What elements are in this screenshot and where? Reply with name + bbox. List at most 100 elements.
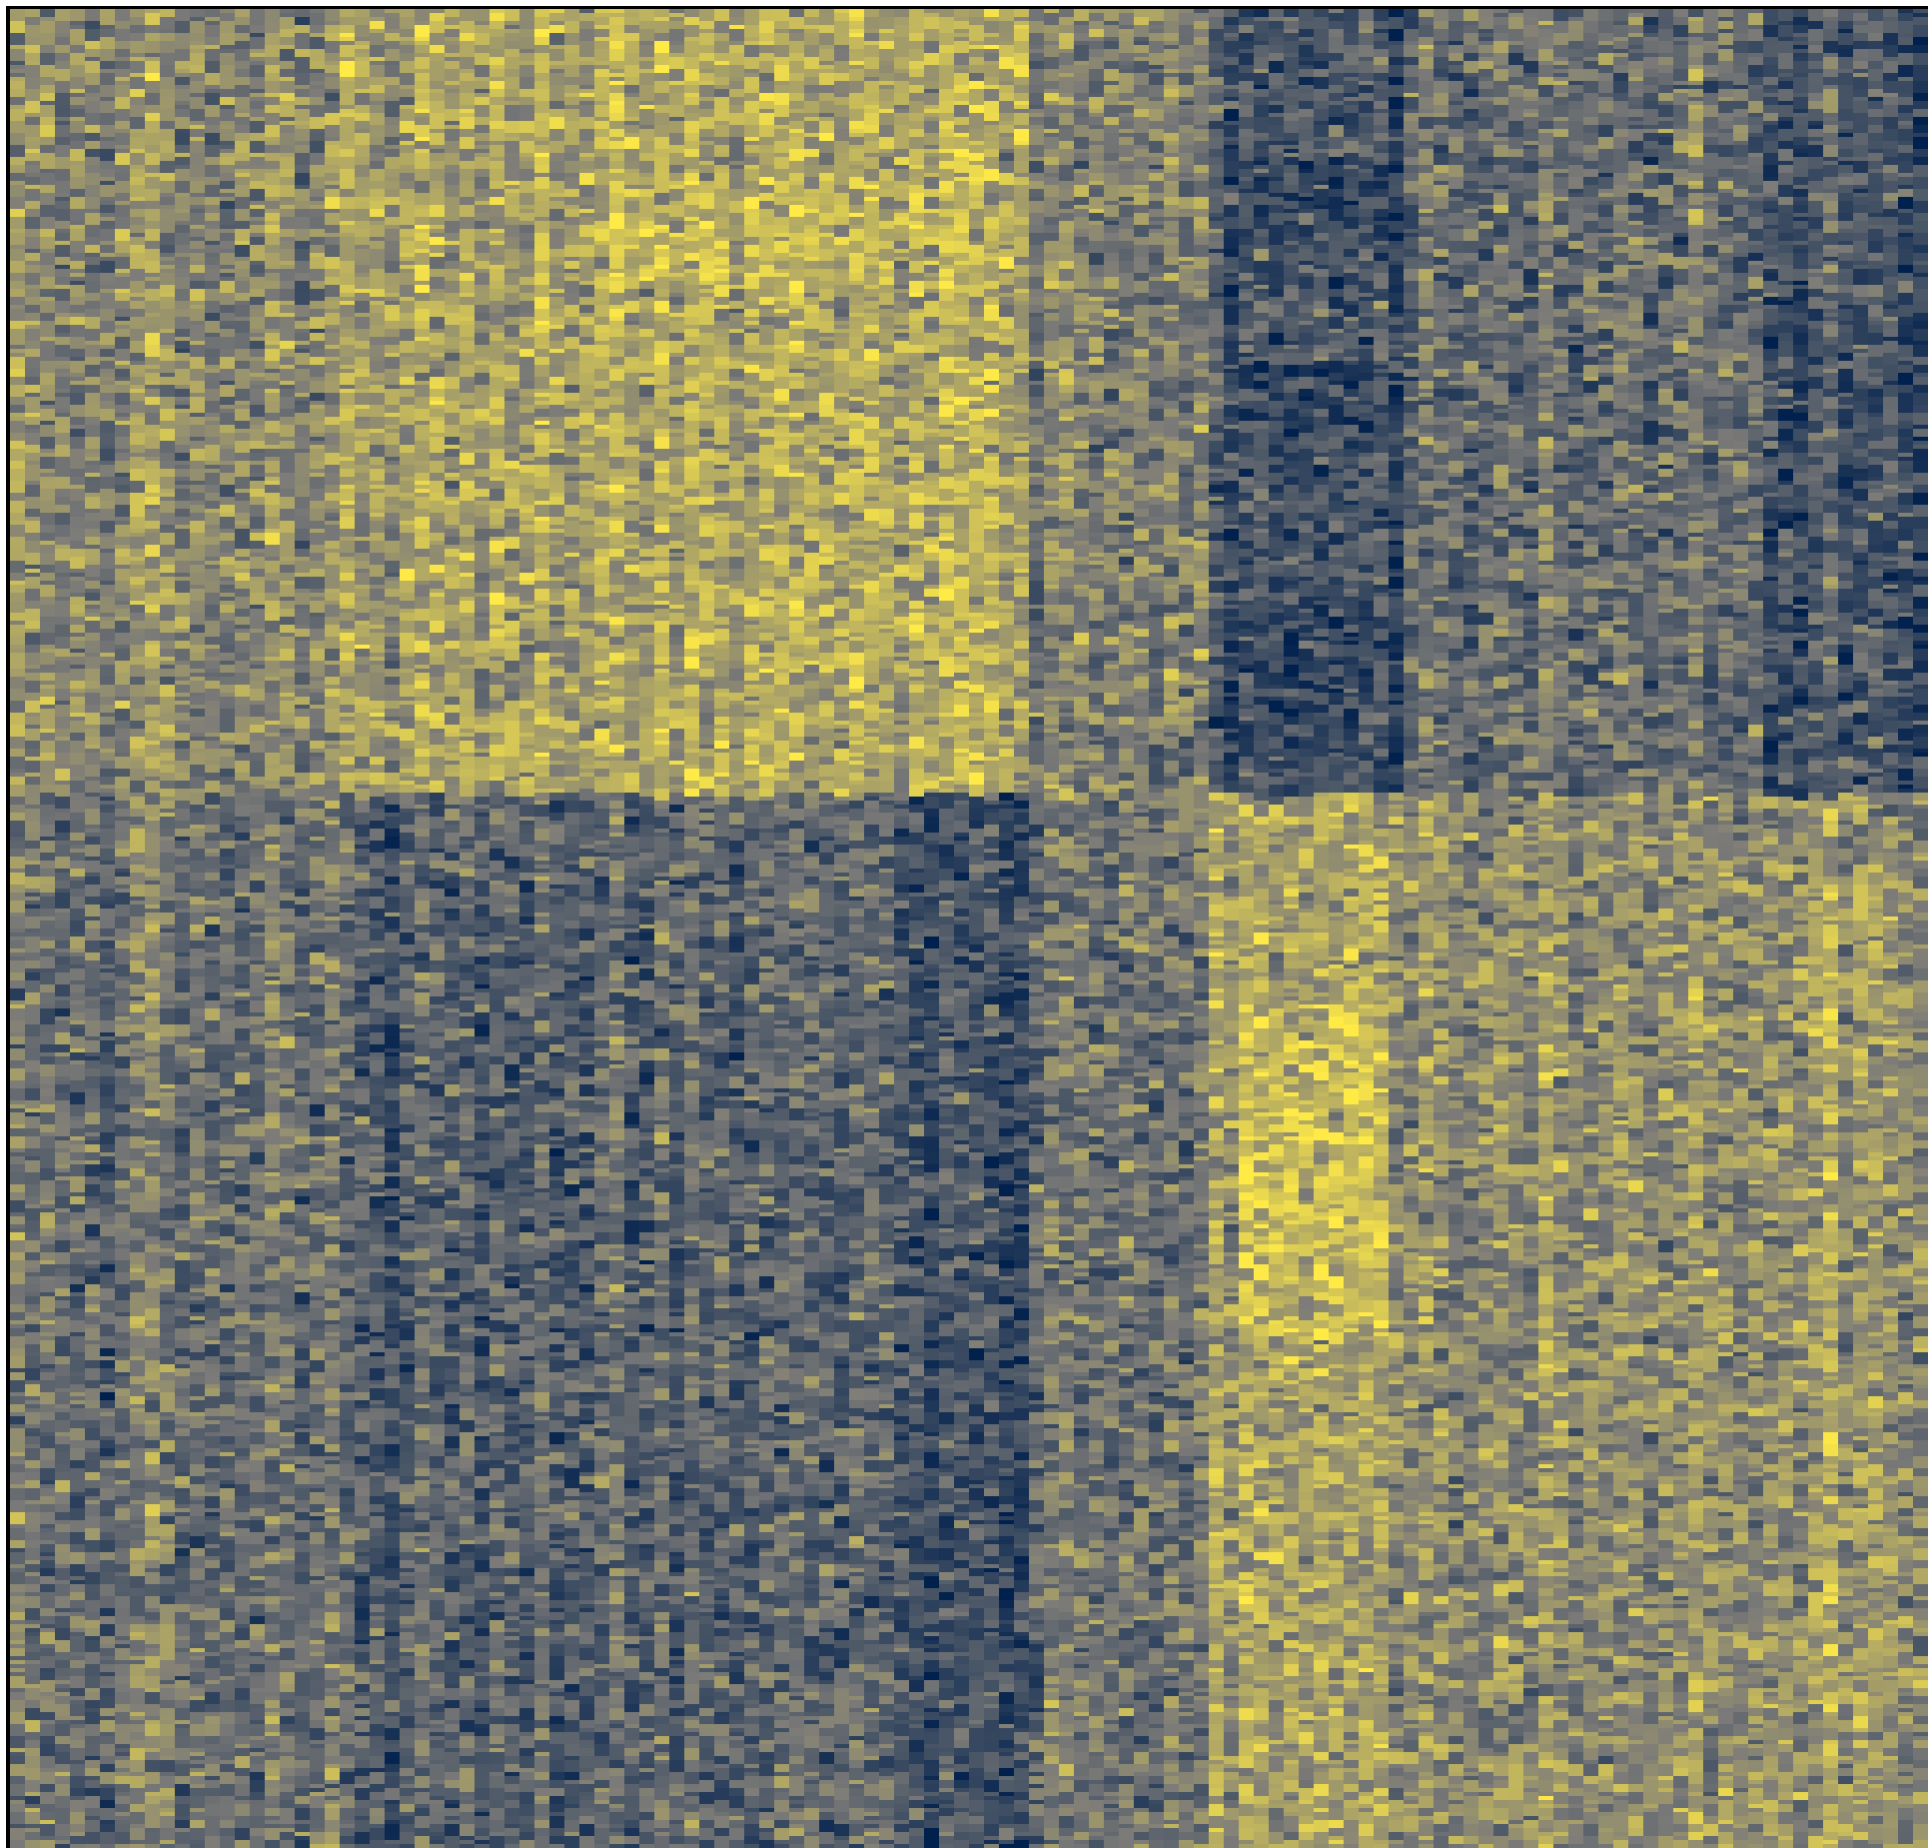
heatmap-cell [24, 960, 41, 970]
heatmap-cell [69, 1144, 86, 1153]
heatmap-cell [219, 1144, 236, 1157]
heatmap-cell [10, 356, 26, 370]
heatmap-cell [39, 264, 56, 278]
heatmap-cell [159, 524, 176, 530]
heatmap-cell [10, 892, 26, 902]
heatmap-cell [114, 84, 131, 98]
heatmap-cell [99, 1096, 116, 1109]
heatmap-cell [159, 748, 176, 754]
heatmap-cell [69, 888, 86, 898]
heatmap-cell [114, 660, 131, 674]
heatmap-cell [219, 664, 236, 674]
heatmap-cell [54, 120, 71, 126]
heatmap-cell [279, 1268, 296, 1273]
heatmap-cell [99, 1584, 116, 1597]
heatmap-cell [39, 632, 56, 646]
heatmap-cell [84, 1020, 101, 1030]
heatmap-cell [309, 1168, 326, 1177]
heatmap-cell [249, 24, 266, 34]
heatmap-cell [279, 328, 296, 342]
heatmap-cell [249, 376, 266, 382]
heatmap-cell [294, 1236, 311, 1245]
heatmap-cell [24, 312, 41, 322]
heatmap-cell [129, 232, 146, 238]
heatmap-cell [84, 1768, 101, 1777]
heatmap-cell [279, 780, 296, 786]
heatmap-cell [294, 1080, 311, 1086]
heatmap-cell [309, 1744, 326, 1749]
heatmap-cell [189, 668, 206, 674]
heatmap-cell [129, 280, 146, 294]
heatmap-cell [234, 420, 251, 430]
heatmap-cell [10, 1048, 26, 1062]
heatmap-cell [264, 612, 281, 622]
heatmap-cell [159, 320, 176, 330]
heatmap-cell [204, 1448, 221, 1457]
heatmap-cell [144, 876, 161, 882]
heatmap-cell [279, 36, 296, 46]
heatmap-cell [54, 1084, 71, 1094]
heatmap-cell [99, 1572, 116, 1585]
heatmap-cell [264, 360, 281, 370]
heatmap-cell [24, 1368, 41, 1381]
heatmap-cell [204, 320, 221, 334]
heatmap-cell [24, 1272, 41, 1277]
heatmap-cell [174, 1224, 191, 1229]
heatmap-cell [99, 972, 116, 982]
heatmap-cell [129, 1052, 146, 1058]
heatmap-cell [114, 1260, 131, 1273]
heatmap-cell [24, 1444, 41, 1449]
heatmap-cell [249, 628, 266, 634]
heatmap-cell [249, 180, 266, 190]
heatmap-cell [234, 1596, 251, 1601]
heatmap-cell [309, 992, 326, 1006]
heatmap-cell [24, 396, 41, 410]
heatmap-cell [69, 348, 86, 358]
heatmap-cell [69, 1024, 86, 1030]
heatmap-cell [54, 336, 71, 346]
heatmap-cell [189, 17, 206, 22]
heatmap-cell [69, 1632, 86, 1637]
heatmap-cell [39, 1236, 56, 1245]
heatmap-cell [234, 1648, 251, 1657]
heatmap-cell [219, 32, 236, 46]
heatmap-cell [279, 864, 296, 870]
heatmap-cell [309, 1264, 326, 1277]
heatmap-cell [264, 1060, 281, 1070]
heatmap-cell [84, 72, 101, 86]
heatmap-cell [24, 272, 41, 286]
heatmap-cell [204, 1776, 221, 1781]
heatmap-cell [114, 548, 131, 558]
heatmap-cell [99, 28, 116, 38]
heatmap-cell [84, 796, 101, 810]
heatmap-cell [84, 124, 101, 134]
heatmap-cell [144, 804, 161, 818]
heatmap-cell [234, 84, 251, 98]
heatmap-cell [24, 776, 41, 786]
heatmap-cell [234, 820, 251, 834]
heatmap-cell [99, 1416, 116, 1425]
heatmap-cell [99, 768, 116, 778]
heatmap-cell [264, 984, 281, 994]
heatmap-cell [309, 928, 326, 934]
heatmap-cell [279, 1564, 296, 1573]
heatmap-cell [159, 120, 176, 130]
heatmap-cell [264, 1516, 281, 1525]
heatmap-cell [10, 76, 26, 82]
heatmap-cell [294, 1404, 311, 1413]
heatmap-cell [159, 1716, 176, 1721]
heatmap-cell [144, 1172, 161, 1177]
heatmap-cell [219, 1176, 236, 1181]
heatmap-cell [10, 572, 26, 582]
heatmap-cell [159, 1564, 176, 1577]
heatmap-cell [159, 244, 176, 254]
heatmap-cell [54, 196, 71, 202]
heatmap-cell [249, 732, 266, 738]
heatmap-cell [159, 708, 176, 714]
heatmap-cell [39, 348, 56, 362]
heatmap-cell [294, 572, 311, 578]
heatmap-cell [204, 1520, 221, 1533]
heatmap-cell [309, 104, 326, 118]
heatmap-cell [129, 96, 146, 106]
heatmap-cell [54, 1452, 71, 1465]
